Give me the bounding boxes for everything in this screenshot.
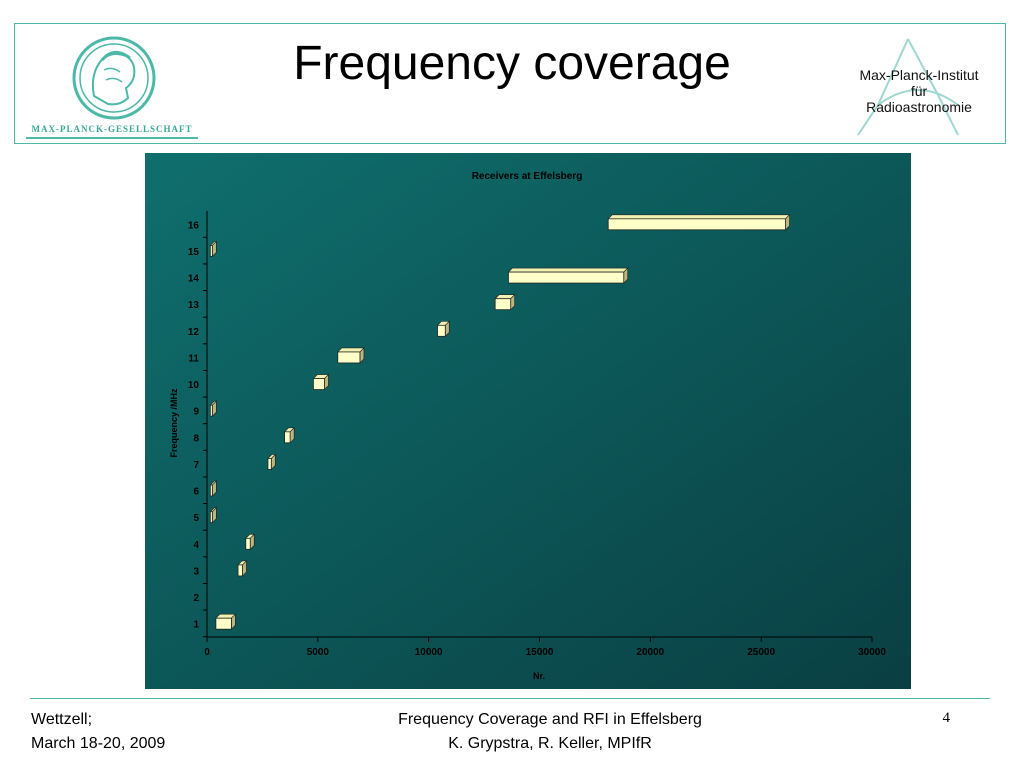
footer-event-line-1: Wettzell; <box>31 711 93 728</box>
range-bar <box>215 613 237 631</box>
range-bar-face <box>209 484 213 497</box>
chart-background <box>145 153 911 689</box>
range-bar <box>312 373 330 391</box>
footer-event-line-2: March 18-20, 2009 <box>31 735 166 752</box>
x-tick-label: 5000 <box>307 647 330 658</box>
mpg-caption-rule <box>26 137 198 139</box>
range-bar-face <box>245 537 251 550</box>
page-title: Frequency coverage <box>293 37 731 90</box>
y-axis-label: Frequency /MHz <box>169 388 179 458</box>
range-bar <box>336 347 365 364</box>
range-bar-face <box>494 298 512 311</box>
receiver-chart: Receivers at Effelsberg Frequency /MHz N… <box>145 153 911 689</box>
footer-event: Wettzell; March 18-20, 2009 <box>31 708 165 756</box>
institute-line-3: Radioastronomie <box>866 99 972 115</box>
range-bar <box>244 533 256 551</box>
range-bar-face <box>237 564 243 577</box>
range-bar-face <box>209 404 213 417</box>
range-bar <box>209 480 218 497</box>
y-tick-label: 9 <box>193 407 199 418</box>
y-tick-label: 11 <box>188 353 199 364</box>
range-bar-top <box>507 267 629 273</box>
institute-name: Max-Planck-Institut für Radioastronomie <box>842 67 996 115</box>
range-bar-face <box>607 218 786 231</box>
range-bar-face <box>209 245 213 257</box>
mpg-minerva-logo-icon <box>72 36 156 120</box>
y-tick-label: 4 <box>193 540 199 551</box>
footer-rule <box>30 698 990 699</box>
range-bar-top <box>607 214 791 220</box>
chart-title: Receivers at Effelsberg <box>472 171 583 182</box>
range-bar <box>283 426 295 444</box>
y-tick-label: 3 <box>193 566 199 577</box>
institute-line-1: Max-Planck-Institut <box>859 67 979 83</box>
x-tick-label: 15000 <box>526 647 554 658</box>
range-bar-face <box>508 271 625 284</box>
range-bar <box>607 213 791 231</box>
y-tick-label: 16 <box>188 220 200 231</box>
range-bar-face <box>437 324 446 337</box>
y-tick-label: 6 <box>193 487 199 498</box>
range-bar-face <box>312 378 325 390</box>
range-bar-face <box>215 617 232 630</box>
range-bar <box>267 453 277 471</box>
y-tick-label: 1 <box>193 620 199 631</box>
y-tick-label: 15 <box>188 247 200 258</box>
y-tick-label: 2 <box>193 593 199 604</box>
y-tick-label: 13 <box>188 300 200 311</box>
range-bar <box>209 240 218 258</box>
range-bar-face <box>267 458 272 470</box>
institute-line-2: für <box>910 83 928 99</box>
y-tick-label: 7 <box>193 460 199 471</box>
chart-svg: Receivers at Effelsberg Frequency /MHz N… <box>145 153 911 689</box>
y-tick-label: 12 <box>188 327 200 338</box>
mpifr-antenna-logo-icon <box>857 38 959 136</box>
range-bar <box>436 320 451 338</box>
x-tick-label: 20000 <box>636 647 664 658</box>
y-tick-label: 14 <box>188 274 200 285</box>
range-bar-face <box>209 511 213 524</box>
footer-talk-info: Frequency Coverage and RFI in Effelsberg… <box>320 708 780 756</box>
range-bar-top <box>336 347 365 353</box>
header-frame <box>14 23 1006 144</box>
y-tick-label: 8 <box>193 433 199 444</box>
mpg-caption: MAX-PLANCK-GESELLSCHAFT <box>31 124 193 134</box>
x-tick-label: 30000 <box>858 647 886 658</box>
range-bar-face <box>337 351 361 364</box>
range-bar-face <box>284 431 291 444</box>
page-number: 4 <box>942 710 951 726</box>
x-tick-label: 10000 <box>415 647 443 658</box>
x-tick-label: 25000 <box>747 647 775 658</box>
range-bar <box>494 293 516 311</box>
chart-bars <box>209 213 791 631</box>
range-bar <box>209 506 218 524</box>
footer-authors: K. Grypstra, R. Keller, MPIfR <box>448 735 652 752</box>
x-tick-label: 0 <box>204 647 210 658</box>
range-bar <box>209 400 218 418</box>
y-tick-label: 5 <box>193 513 199 524</box>
chart-axes: 0 5000 10000 15000 20000 25000 300001234567891… <box>188 211 886 658</box>
y-tick-label: 10 <box>188 380 200 391</box>
range-bar <box>237 560 248 577</box>
range-bar <box>507 267 629 284</box>
x-axis-label: Nr. <box>533 671 545 681</box>
footer-talk-title: Frequency Coverage and RFI in Effelsberg <box>398 711 702 728</box>
